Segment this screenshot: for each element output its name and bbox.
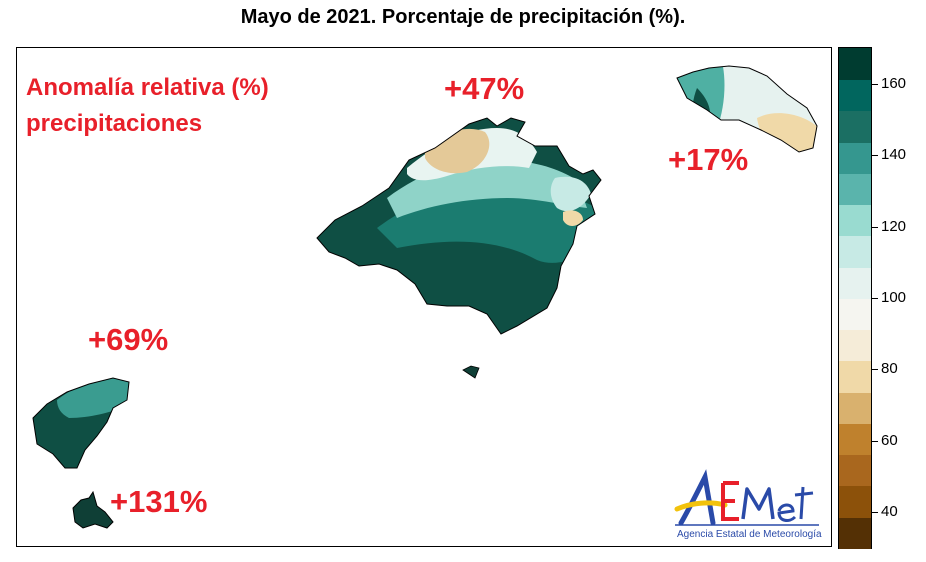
anomaly-annotation: Anomalía relativa (%) precipitaciones xyxy=(26,70,269,142)
legend-tick-label: 80 xyxy=(881,360,898,378)
cabrera-island xyxy=(462,365,480,379)
legend-band xyxy=(839,298,871,330)
balearic-map xyxy=(32,65,818,529)
legend-band xyxy=(839,266,871,299)
annotation-line-1: Anomalía relativa (%) xyxy=(26,74,269,101)
legend-tick xyxy=(872,512,878,514)
legend-band xyxy=(839,391,871,424)
aemet-subtitle: Agencia Estatal de Meteorología xyxy=(677,529,822,540)
legend-tick-label: 40 xyxy=(881,503,898,521)
legend-tick xyxy=(872,155,878,157)
aemet-logo xyxy=(673,465,823,545)
mallorca-anomaly-label: +47% xyxy=(444,71,525,106)
map-title: Mayo de 2021. Porcentaje de precipitació… xyxy=(240,6,686,28)
formentera-anomaly-label: +131% xyxy=(110,484,208,519)
legend-band xyxy=(839,204,871,237)
legend-tick-label: 160 xyxy=(881,74,907,92)
legend-band xyxy=(839,48,871,80)
legend-band xyxy=(839,329,871,362)
ibiza-anomaly-label: +69% xyxy=(88,322,169,357)
mallorca-island xyxy=(316,117,602,335)
legend-band xyxy=(839,485,871,518)
legend-band xyxy=(839,454,871,487)
legend-tick xyxy=(872,369,878,371)
legend-band xyxy=(839,173,871,205)
legend-tick-label: 140 xyxy=(881,146,907,164)
ibiza-island xyxy=(32,377,130,469)
legend-band xyxy=(839,79,871,112)
legend-band xyxy=(839,516,871,549)
legend-band xyxy=(839,423,871,455)
legend-tick xyxy=(872,440,878,442)
legend-band xyxy=(839,141,871,174)
legend-tick-label: 60 xyxy=(881,431,898,449)
legend-band xyxy=(839,360,871,393)
aemet-logo-graphic xyxy=(674,469,819,526)
legend-tick xyxy=(872,226,878,228)
legend-band xyxy=(839,235,871,268)
menorca-anomaly-label: +17% xyxy=(668,142,749,177)
legend-tick xyxy=(872,83,878,85)
map-panel xyxy=(16,47,832,547)
annotation-line-2: precipitaciones xyxy=(26,110,203,137)
formentera-island xyxy=(72,490,114,529)
color-scale-legend xyxy=(838,47,872,549)
legend-tick xyxy=(872,298,878,299)
legend-tick-label: 100 xyxy=(881,289,907,306)
legend-band xyxy=(839,110,871,143)
legend-tick-label: 120 xyxy=(881,217,907,235)
